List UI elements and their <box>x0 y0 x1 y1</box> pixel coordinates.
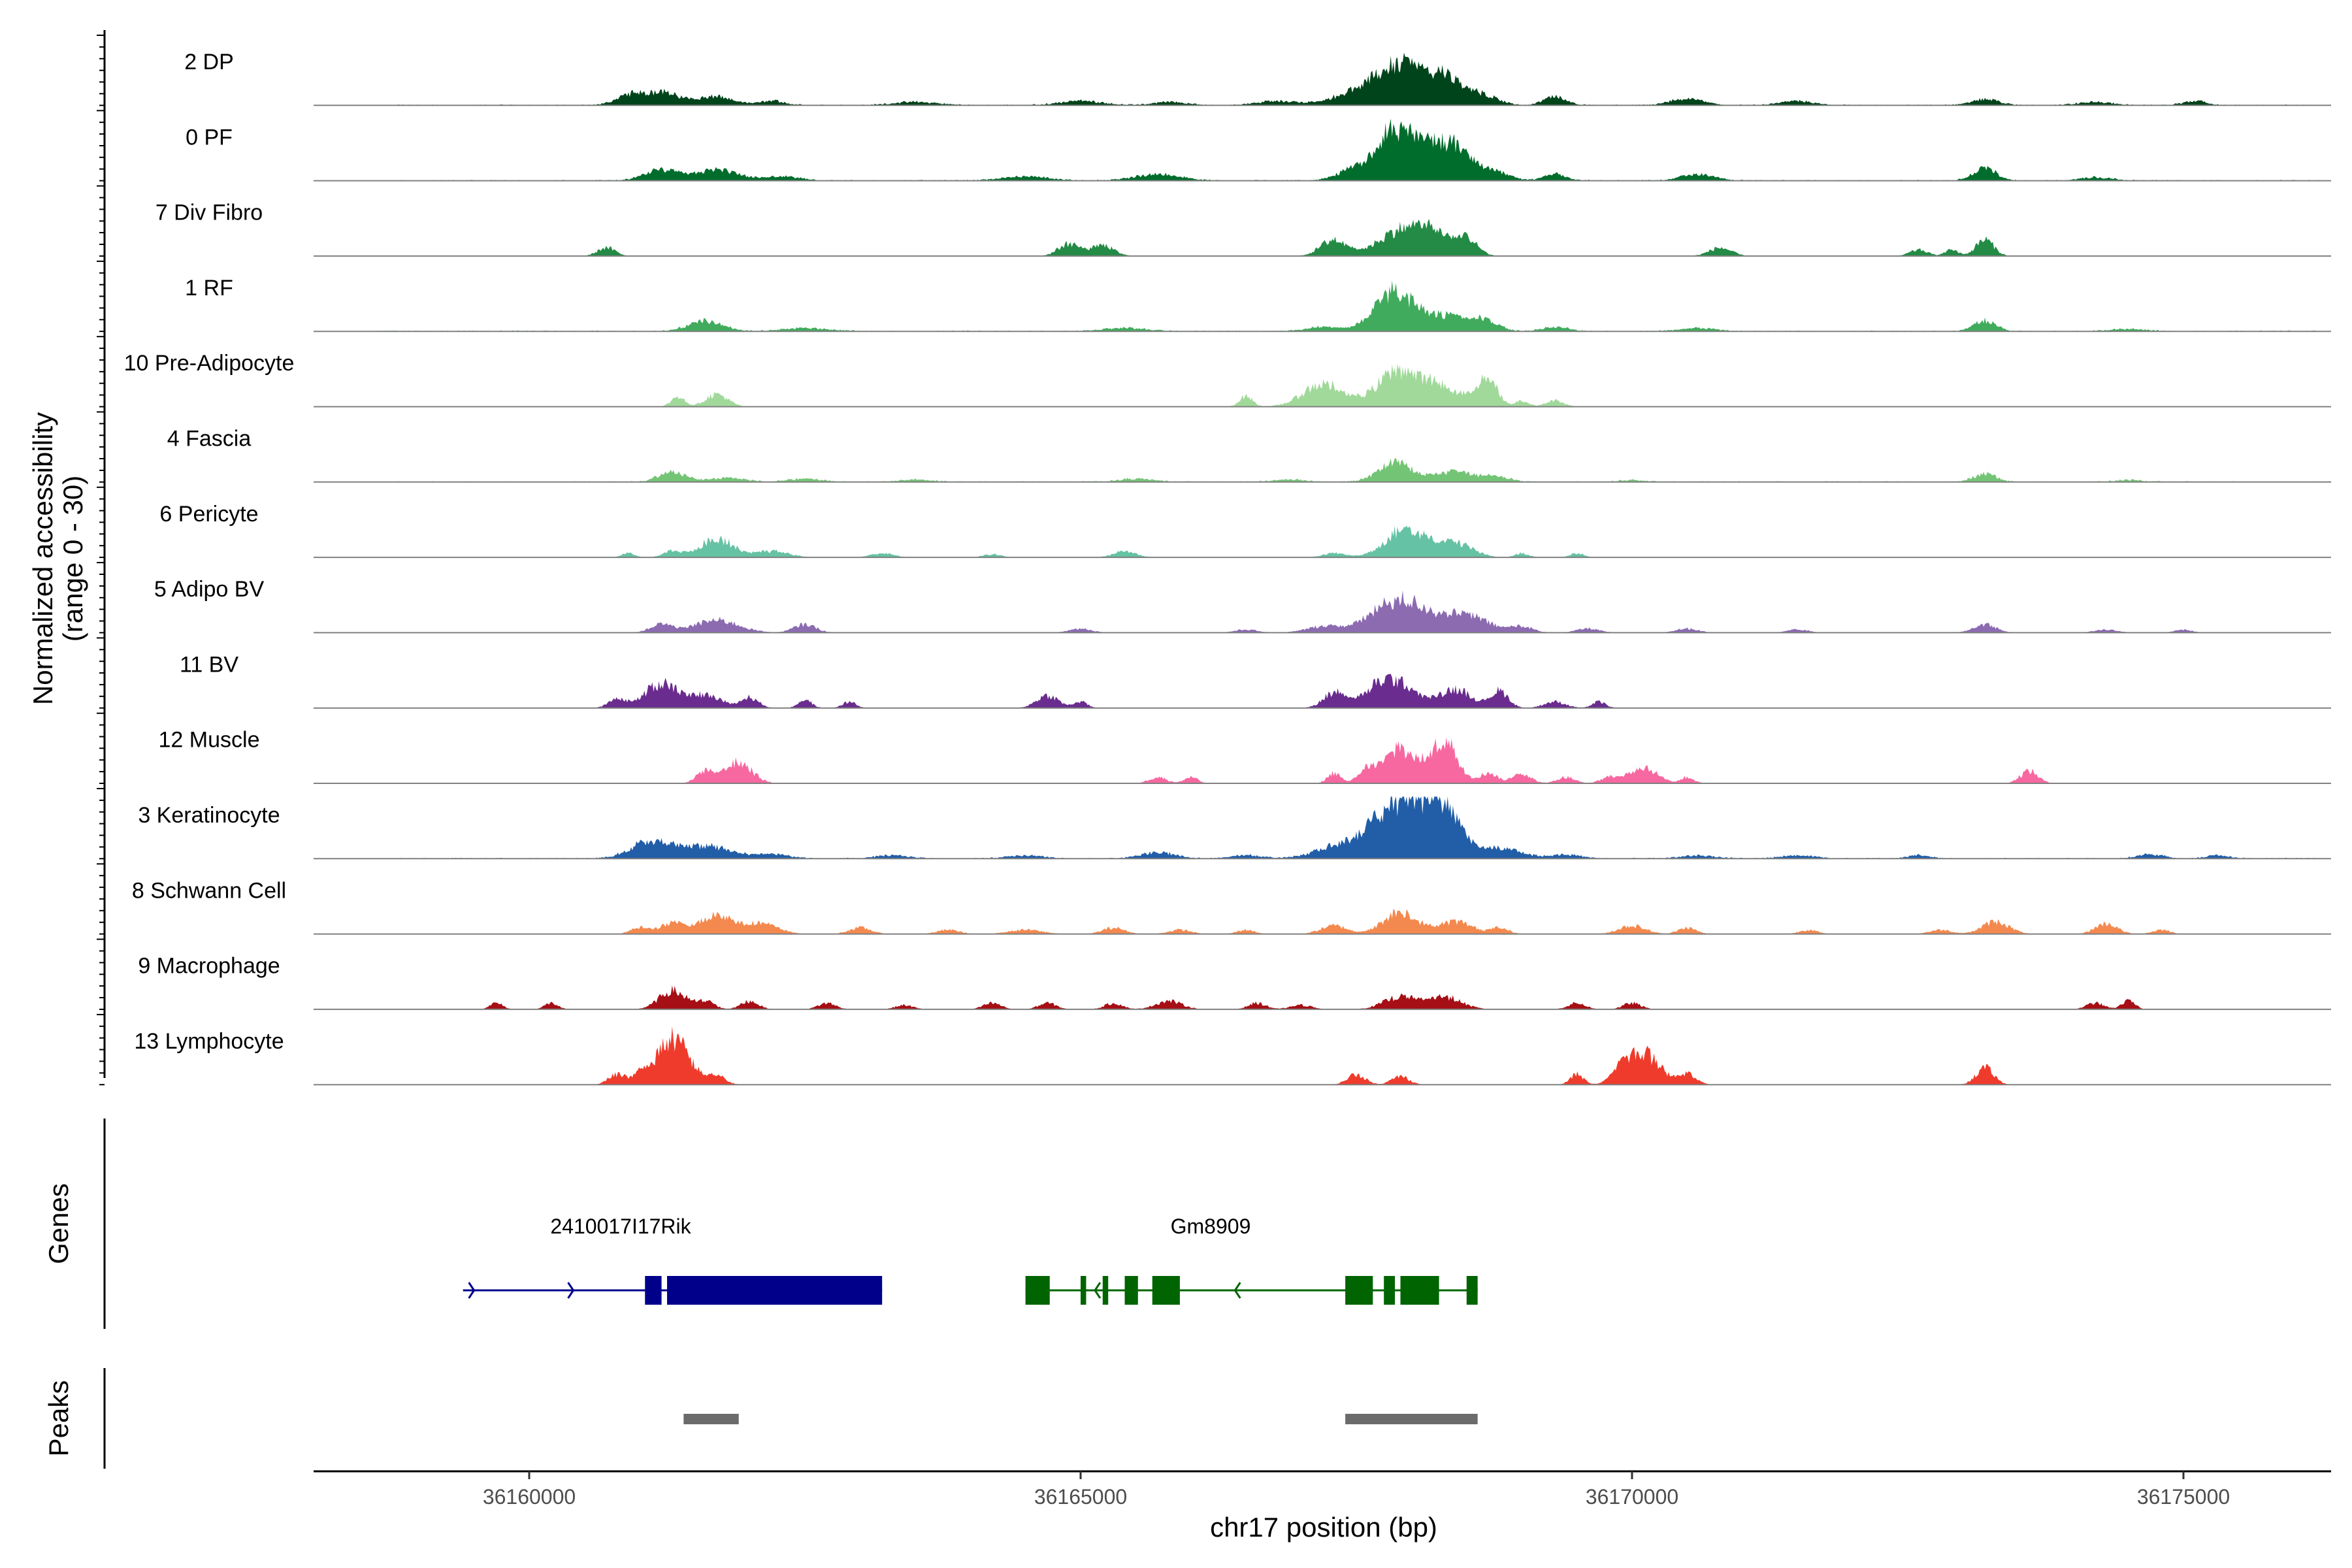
peaks-track-label: Peaks <box>43 1380 74 1457</box>
gene-exon <box>1400 1276 1439 1305</box>
gene-exon <box>1025 1276 1050 1305</box>
x-tick-label: 36160000 <box>483 1485 576 1509</box>
x-tick-label: 36170000 <box>1586 1485 1678 1509</box>
gene-exon <box>1102 1276 1109 1305</box>
gene-exon <box>1345 1276 1373 1305</box>
coverage-area <box>314 218 2331 256</box>
track-1: 0 PF <box>186 118 2331 182</box>
coverage-area <box>314 908 2331 934</box>
track-label: 9 Macrophage <box>138 954 280 979</box>
coverage-area <box>314 1026 2331 1085</box>
track-8: 11 BV <box>180 652 2331 709</box>
peak-regions <box>683 1414 1478 1424</box>
genes-track-label: Genes <box>43 1183 74 1264</box>
track-13: 13 Lymphocyte <box>134 1026 2331 1086</box>
gene-exon <box>1152 1276 1180 1305</box>
track-label: 1 RF <box>185 276 233 301</box>
track-label: 3 Keratinocyte <box>138 803 280 828</box>
track-10: 3 Keratinocyte <box>138 796 2331 860</box>
x-axis-ticks: 36160000 36165000 36170000 36175000 <box>483 1471 2230 1509</box>
gene-exon <box>1081 1276 1086 1305</box>
coverage-area <box>314 796 2331 859</box>
track-label: 0 PF <box>186 125 233 150</box>
track-label: 6 Pericyte <box>159 502 258 527</box>
coverage-area <box>314 52 2331 106</box>
track-2: 7 Div Fibro <box>155 201 2331 257</box>
peak-region-bar <box>1345 1414 1478 1424</box>
strand-arrow <box>567 1282 575 1299</box>
track-label: 4 Fascia <box>167 427 252 451</box>
track-0: 2 DP <box>184 50 2331 106</box>
x-axis-title: chr17 position (bp) <box>1210 1512 1437 1543</box>
track-3: 1 RF <box>185 276 2331 333</box>
track-label: 8 Schwann Cell <box>132 878 286 903</box>
x-tick-label: 36165000 <box>1034 1485 1127 1509</box>
track-6: 6 Pericyte <box>159 502 2331 559</box>
track-label: 7 Div Fibro <box>155 201 263 225</box>
gene-2410017I17Rik: 2410017I17Rik <box>463 1215 883 1305</box>
strand-arrow <box>1094 1282 1102 1299</box>
gene-exon <box>645 1276 662 1305</box>
track-12: 9 Macrophage <box>138 954 2331 1010</box>
track-4: 10 Pre-Adipocyte <box>124 351 2331 408</box>
coverage-area <box>314 737 2331 783</box>
track-5: 4 Fascia <box>167 427 2331 483</box>
coverage-area <box>314 458 2331 482</box>
peak-region-bar <box>683 1414 739 1424</box>
coverage-area <box>314 363 2331 407</box>
track-label: 13 Lymphocyte <box>134 1029 284 1054</box>
coverage-y-axis-title: Normalized accessibility <box>27 412 58 705</box>
track-label: 11 BV <box>180 652 238 677</box>
track-11: 8 Schwann Cell <box>132 878 2331 935</box>
track-label: 5 Adipo BV <box>154 577 265 602</box>
gene-exon <box>1384 1276 1396 1305</box>
gene-exon <box>1124 1276 1138 1305</box>
track-label: 10 Pre-Adipocyte <box>124 351 295 376</box>
strand-arrow <box>1233 1282 1241 1299</box>
coverage-area <box>314 674 2331 708</box>
track-label: 2 DP <box>184 50 234 74</box>
gene-name-label: Gm8909 <box>1171 1215 1251 1238</box>
coverage-y-axis-subtitle: (range 0 - 30) <box>57 476 88 642</box>
track-7: 5 Adipo BV <box>154 577 2331 634</box>
strand-arrow <box>468 1282 476 1299</box>
coverage-area <box>314 985 2331 1009</box>
track-9: 12 Muscle <box>159 728 2331 784</box>
gene-Gm8909: Gm8909 <box>1025 1215 1478 1305</box>
gene-exon <box>1466 1276 1478 1305</box>
x-tick-label: 36175000 <box>2137 1485 2230 1509</box>
coverage-area <box>314 590 2331 633</box>
coverage-area <box>314 118 2331 181</box>
coverage-area <box>314 280 2331 332</box>
coverage-tracks: 2 DP 0 PF 7 Div Fibro 1 RF 10 Pre-Adipocyte 4… <box>124 50 2331 1086</box>
coverage-y-ticks <box>97 35 105 1086</box>
gene-name-label: 2410017I17Rik <box>550 1215 691 1238</box>
gene-exon <box>667 1276 883 1305</box>
gene-annotations: 2410017I17Rik Gm8909 <box>463 1215 1478 1305</box>
track-label: 12 Muscle <box>159 728 260 753</box>
coverage-area <box>314 525 2331 558</box>
